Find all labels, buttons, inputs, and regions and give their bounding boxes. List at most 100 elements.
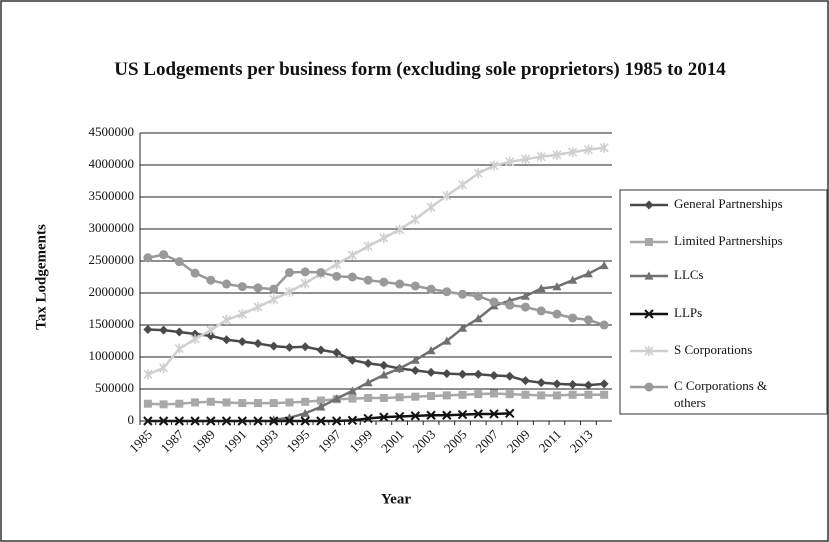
point — [583, 269, 593, 278]
y-axis-label: Tax Lodgements — [33, 224, 49, 330]
point — [174, 327, 184, 337]
point — [332, 259, 342, 270]
point — [426, 202, 436, 213]
y-tick-label: 1500000 — [89, 316, 135, 331]
point — [552, 391, 561, 400]
point — [316, 345, 326, 355]
legend-label-line: C Corporations & — [674, 378, 767, 393]
point — [458, 323, 468, 332]
legend-label: C Corporations & others — [674, 378, 767, 410]
legend-marker — [644, 309, 654, 319]
point — [285, 398, 294, 407]
point — [474, 390, 483, 399]
point — [221, 314, 232, 325]
point — [410, 355, 420, 364]
point — [363, 358, 373, 368]
x-axis-label: Year — [381, 491, 411, 507]
point — [363, 378, 373, 387]
point — [332, 271, 342, 281]
point — [301, 397, 310, 406]
point — [442, 410, 452, 420]
point — [300, 267, 310, 277]
point — [300, 278, 310, 289]
point — [600, 390, 609, 399]
point — [505, 390, 514, 399]
legend-label: General Partnerships — [674, 196, 783, 211]
point — [599, 320, 609, 330]
point — [253, 339, 263, 349]
point — [284, 268, 294, 278]
point — [348, 394, 357, 403]
point — [363, 275, 373, 285]
point — [316, 396, 325, 405]
point — [379, 370, 389, 379]
point — [379, 360, 389, 370]
point — [473, 409, 483, 419]
point — [505, 300, 515, 310]
point — [347, 355, 357, 365]
point — [411, 392, 420, 401]
legend-label: S Corporations — [674, 342, 752, 357]
point — [174, 257, 184, 267]
point — [489, 160, 499, 171]
y-tick-label: 0 — [128, 412, 135, 427]
point — [143, 399, 152, 408]
point — [583, 144, 593, 155]
point — [237, 282, 247, 292]
point — [394, 411, 405, 422]
chart-title: US Lodgements per business form (excludi… — [114, 59, 726, 80]
point — [222, 398, 231, 407]
y-tick-label: 3000000 — [89, 220, 135, 235]
point — [473, 291, 483, 301]
point — [222, 279, 232, 289]
point — [237, 337, 247, 347]
point — [458, 289, 468, 299]
legend-marker — [645, 238, 653, 246]
point — [583, 315, 593, 325]
point — [190, 268, 200, 278]
point — [520, 376, 530, 386]
point — [568, 147, 578, 158]
point — [568, 380, 578, 390]
point — [395, 279, 405, 289]
point — [599, 260, 609, 270]
point — [347, 272, 357, 282]
point — [237, 309, 247, 320]
y-tick-label: 4500000 — [89, 124, 135, 139]
legend-marker — [644, 346, 654, 356]
point — [552, 379, 562, 389]
legend-marker — [644, 271, 654, 280]
point — [174, 343, 184, 354]
point — [191, 398, 200, 407]
point — [410, 411, 421, 421]
point — [505, 408, 515, 419]
point — [269, 284, 279, 294]
point — [536, 306, 546, 316]
point — [206, 331, 216, 341]
point — [395, 224, 405, 235]
point — [473, 168, 483, 179]
point — [206, 325, 216, 336]
point — [143, 369, 153, 380]
point — [552, 149, 562, 160]
point — [206, 275, 216, 285]
y-tick-label: 2000000 — [89, 284, 135, 299]
point — [505, 156, 515, 167]
point — [363, 241, 373, 252]
point — [536, 151, 546, 162]
point — [254, 399, 262, 408]
point — [222, 335, 232, 345]
point — [426, 284, 436, 294]
y-tick-label: 3500000 — [89, 188, 135, 203]
point — [347, 250, 357, 261]
legend-marker — [644, 200, 654, 210]
point — [395, 393, 404, 402]
series-line — [273, 264, 605, 421]
point — [379, 393, 388, 402]
point — [300, 408, 310, 417]
point — [520, 154, 531, 165]
point — [253, 283, 263, 293]
point — [379, 232, 389, 243]
